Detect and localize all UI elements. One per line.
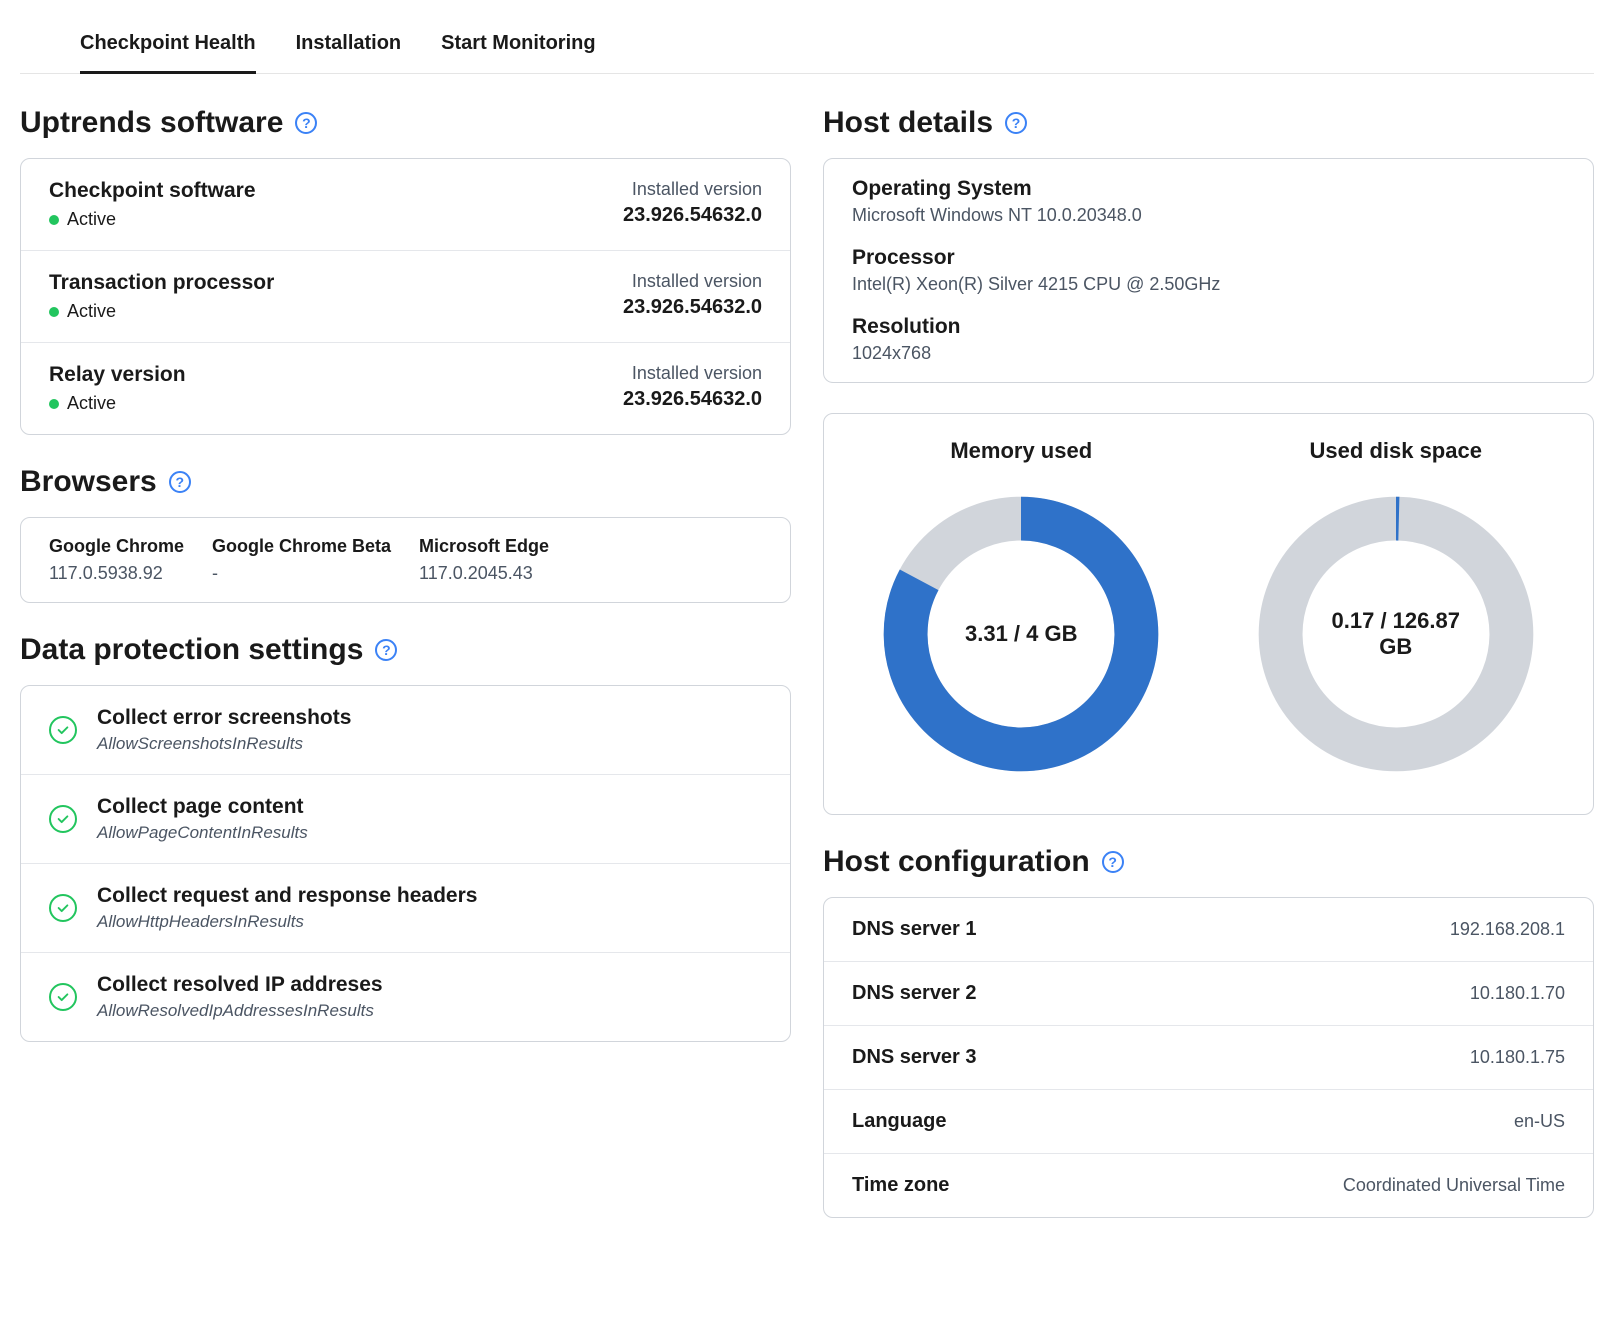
- software-card: Checkpoint software Active Installed ver…: [20, 158, 791, 435]
- version-label: Installed version: [623, 179, 762, 200]
- tab-start-monitoring[interactable]: Start Monitoring: [441, 20, 595, 74]
- software-name: Relay version: [49, 363, 186, 387]
- browser-version: 117.0.5938.92: [49, 563, 184, 584]
- status-dot-icon: [49, 215, 59, 225]
- status-dot-icon: [49, 307, 59, 317]
- dp-title: Collect resolved IP addreses: [97, 973, 383, 997]
- host-config-row: DNS server 2 10.180.1.70: [824, 962, 1593, 1026]
- host-config-row: Language en-US: [824, 1090, 1593, 1154]
- browser-column: Microsoft Edge 117.0.2045.43: [419, 536, 549, 584]
- software-name: Checkpoint software: [49, 179, 256, 203]
- software-status: Active: [49, 209, 256, 230]
- browser-name: Google Chrome: [49, 536, 184, 557]
- config-label: DNS server 2: [852, 982, 977, 1005]
- browser-version: 117.0.2045.43: [419, 563, 549, 584]
- config-value: Coordinated Universal Time: [1343, 1175, 1565, 1196]
- host-detail-item: Processor Intel(R) Xeon(R) Silver 4215 C…: [852, 246, 1565, 295]
- help-icon[interactable]: ?: [1005, 112, 1027, 134]
- version-label: Installed version: [623, 271, 762, 292]
- config-value: 10.180.1.75: [1470, 1047, 1565, 1068]
- donut-chart: Used disk space 0.17 / 126.87 GB: [1219, 438, 1574, 784]
- browser-version: -: [212, 563, 391, 584]
- browsers-section-title: Browsers: [20, 465, 157, 499]
- host-detail-label: Operating System: [852, 177, 1565, 201]
- host-config-row: DNS server 1 192.168.208.1: [824, 898, 1593, 962]
- config-label: Language: [852, 1110, 946, 1133]
- data-protection-row: Collect error screenshots AllowScreensho…: [21, 686, 790, 775]
- browser-column: Google Chrome 117.0.5938.92: [49, 536, 184, 584]
- usage-donuts-card: Memory used 3.31 / 4 GB Used disk space …: [823, 413, 1594, 815]
- help-icon[interactable]: ?: [295, 112, 317, 134]
- data-protection-row: Collect page content AllowPageContentInR…: [21, 775, 790, 864]
- donut-center-text: 0.17 / 126.87 GB: [1321, 608, 1471, 660]
- left-column: Uptrends software ? Checkpoint software …: [20, 106, 791, 1248]
- status-dot-icon: [49, 399, 59, 409]
- software-name: Transaction processor: [49, 271, 274, 295]
- dp-key: AllowHttpHeadersInResults: [97, 912, 477, 932]
- config-value: 10.180.1.70: [1470, 983, 1565, 1004]
- browsers-card: Google Chrome 117.0.5938.92 Google Chrom…: [20, 517, 791, 603]
- check-icon: [49, 983, 77, 1011]
- data-protection-row: Collect request and response headers All…: [21, 864, 790, 953]
- right-column: Host details ? Operating System Microsof…: [823, 106, 1594, 1248]
- check-icon: [49, 805, 77, 833]
- data-protection-row: Collect resolved IP addreses AllowResolv…: [21, 953, 790, 1041]
- browser-name: Google Chrome Beta: [212, 536, 391, 557]
- host-config-section-title: Host configuration: [823, 845, 1090, 879]
- host-config-card: DNS server 1 192.168.208.1 DNS server 2 …: [823, 897, 1594, 1218]
- config-label: DNS server 3: [852, 1046, 977, 1069]
- donut-title: Memory used: [844, 438, 1199, 464]
- tab-checkpoint-health[interactable]: Checkpoint Health: [80, 20, 256, 74]
- software-status: Active: [49, 301, 274, 322]
- host-detail-value: Microsoft Windows NT 10.0.20348.0: [852, 205, 1565, 226]
- dp-title: Collect error screenshots: [97, 706, 351, 730]
- software-status: Active: [49, 393, 186, 414]
- dp-key: AllowScreenshotsInResults: [97, 734, 351, 754]
- dp-title: Collect page content: [97, 795, 308, 819]
- dp-title: Collect request and response headers: [97, 884, 477, 908]
- host-config-row: Time zone Coordinated Universal Time: [824, 1154, 1593, 1217]
- help-icon[interactable]: ?: [169, 471, 191, 493]
- version-value: 23.926.54632.0: [623, 388, 762, 411]
- help-icon[interactable]: ?: [1102, 851, 1124, 873]
- host-detail-item: Operating System Microsoft Windows NT 10…: [852, 177, 1565, 226]
- config-label: Time zone: [852, 1174, 949, 1197]
- host-detail-label: Resolution: [852, 315, 1565, 339]
- host-detail-value: 1024x768: [852, 343, 1565, 364]
- check-icon: [49, 716, 77, 744]
- software-row: Transaction processor Active Installed v…: [21, 251, 790, 343]
- donut-title: Used disk space: [1219, 438, 1574, 464]
- host-detail-item: Resolution 1024x768: [852, 315, 1565, 364]
- dp-key: AllowPageContentInResults: [97, 823, 308, 843]
- help-icon[interactable]: ?: [375, 639, 397, 661]
- software-row: Relay version Active Installed version 2…: [21, 343, 790, 434]
- browser-column: Google Chrome Beta -: [212, 536, 391, 584]
- software-row: Checkpoint software Active Installed ver…: [21, 159, 790, 251]
- config-value: en-US: [1514, 1111, 1565, 1132]
- host-details-section-title: Host details: [823, 106, 993, 140]
- tabs: Checkpoint Health Installation Start Monit…: [20, 20, 1594, 74]
- version-value: 23.926.54632.0: [623, 296, 762, 319]
- data-protection-card: Collect error screenshots AllowScreensho…: [20, 685, 791, 1042]
- donut-center-text: 3.31 / 4 GB: [965, 621, 1078, 647]
- config-label: DNS server 1: [852, 918, 977, 941]
- host-details-card: Operating System Microsoft Windows NT 10…: [823, 158, 1594, 383]
- host-detail-label: Processor: [852, 246, 1565, 270]
- data-protection-section-title: Data protection settings: [20, 633, 363, 667]
- software-section-title: Uptrends software: [20, 106, 283, 140]
- browser-name: Microsoft Edge: [419, 536, 549, 557]
- check-icon: [49, 894, 77, 922]
- host-detail-value: Intel(R) Xeon(R) Silver 4215 CPU @ 2.50G…: [852, 274, 1565, 295]
- version-label: Installed version: [623, 363, 762, 384]
- donut-chart: Memory used 3.31 / 4 GB: [844, 438, 1199, 784]
- host-config-row: DNS server 3 10.180.1.75: [824, 1026, 1593, 1090]
- dp-key: AllowResolvedIpAddressesInResults: [97, 1001, 383, 1021]
- config-value: 192.168.208.1: [1450, 919, 1565, 940]
- version-value: 23.926.54632.0: [623, 204, 762, 227]
- tab-installation[interactable]: Installation: [296, 20, 402, 74]
